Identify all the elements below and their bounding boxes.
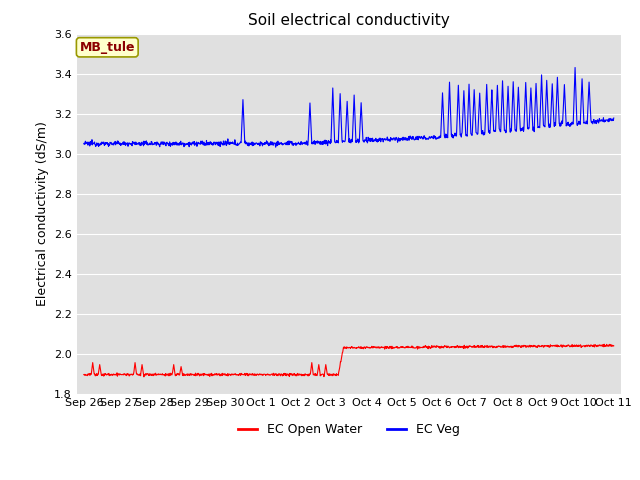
Y-axis label: Electrical conductivity (dS/m): Electrical conductivity (dS/m) xyxy=(35,121,49,306)
Text: MB_tule: MB_tule xyxy=(79,41,135,54)
Legend: EC Open Water, EC Veg: EC Open Water, EC Veg xyxy=(233,419,465,441)
Title: Soil electrical conductivity: Soil electrical conductivity xyxy=(248,13,450,28)
